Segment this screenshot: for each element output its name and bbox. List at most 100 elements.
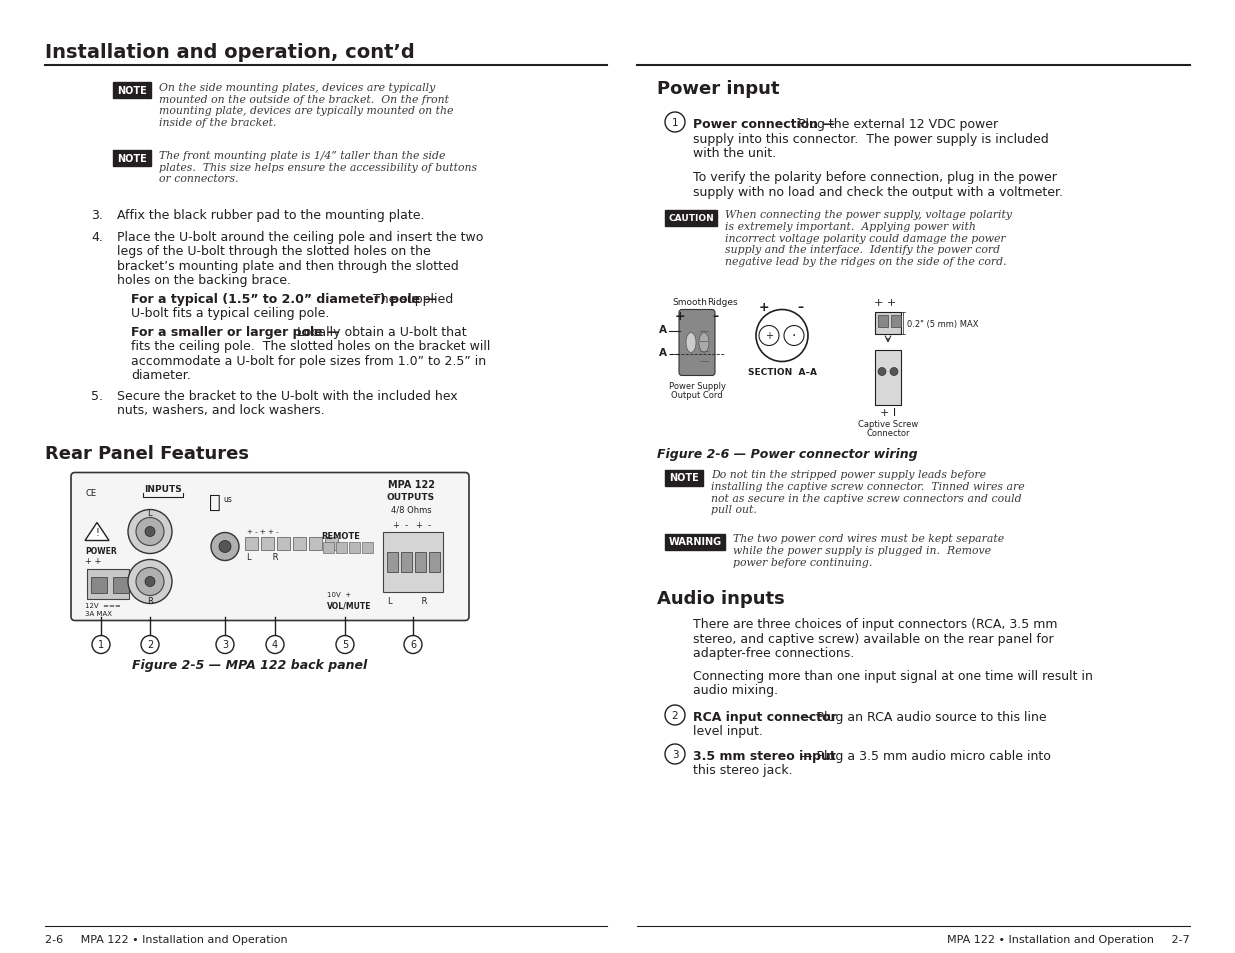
Text: 1: 1 — [98, 639, 104, 650]
Text: Do not tin the stripped power supply leads before
installing the captive screw c: Do not tin the stripped power supply lea… — [711, 470, 1025, 515]
Text: level input.: level input. — [693, 724, 763, 738]
Text: ·: · — [792, 329, 797, 343]
Circle shape — [404, 636, 422, 654]
Bar — [387, 552, 398, 572]
Text: Affix the black rubber pad to the mounting plate.: Affix the black rubber pad to the mounti… — [117, 209, 425, 222]
Bar — [245, 537, 258, 550]
Text: + I: + I — [879, 408, 897, 418]
Text: 3: 3 — [222, 639, 228, 650]
Circle shape — [144, 577, 156, 587]
Text: The front mounting plate is 1/4” taller than the side
plates.  This size helps e: The front mounting plate is 1/4” taller … — [159, 151, 477, 184]
Text: A: A — [659, 325, 667, 335]
Text: Power Supply: Power Supply — [668, 382, 725, 391]
Text: SECTION  A–A: SECTION A–A — [747, 368, 816, 377]
Text: MPA 122: MPA 122 — [388, 480, 435, 490]
Text: Locally obtain a U-bolt that: Locally obtain a U-bolt that — [293, 326, 467, 338]
Bar — [383, 532, 443, 592]
Text: R: R — [147, 597, 153, 606]
Text: –: – — [797, 301, 803, 314]
Bar — [277, 537, 290, 550]
Text: On the side mounting plates, devices are typically
mounted on the outside of the: On the side mounting plates, devices are… — [159, 83, 453, 128]
Text: 5.: 5. — [91, 390, 103, 402]
FancyBboxPatch shape — [70, 473, 469, 620]
Text: 3A MAX: 3A MAX — [85, 611, 112, 617]
Text: 4.: 4. — [91, 231, 103, 244]
Text: CAUTION: CAUTION — [668, 213, 714, 223]
Text: The two power cord wires must be kept separate
while the power supply is plugged: The two power cord wires must be kept se… — [734, 534, 1004, 567]
Text: Captive Screw: Captive Screw — [858, 420, 918, 429]
Text: Power input: Power input — [657, 80, 779, 98]
Text: The supplied: The supplied — [368, 293, 453, 306]
Text: 3.5 mm stereo input: 3.5 mm stereo input — [693, 749, 836, 762]
Polygon shape — [85, 523, 109, 541]
Text: Output Cord: Output Cord — [671, 391, 722, 400]
Text: 2: 2 — [147, 639, 153, 650]
Text: A: A — [659, 348, 667, 358]
Text: Installation and operation, cont’d: Installation and operation, cont’d — [44, 43, 415, 62]
Text: Place the U-bolt around the ceiling pole and insert the two: Place the U-bolt around the ceiling pole… — [117, 231, 483, 244]
Bar — [876, 350, 902, 405]
Circle shape — [664, 705, 685, 725]
Text: Connector: Connector — [866, 429, 910, 438]
Bar — [415, 552, 426, 572]
Text: nuts, washers, and lock washers.: nuts, washers, and lock washers. — [117, 404, 325, 417]
Text: accommodate a U-bolt for pole sizes from 1.0” to 2.5” in: accommodate a U-bolt for pole sizes from… — [131, 355, 487, 368]
Text: + +: + + — [85, 557, 101, 566]
Text: Secure the bracket to the U-bolt with the included hex: Secure the bracket to the U-bolt with th… — [117, 390, 458, 402]
Circle shape — [211, 533, 240, 561]
Text: POWER: POWER — [85, 547, 117, 556]
Text: Ⓛ: Ⓛ — [209, 492, 221, 511]
Bar — [876, 313, 902, 335]
Circle shape — [216, 636, 233, 654]
Circle shape — [266, 636, 284, 654]
Ellipse shape — [699, 334, 709, 354]
Text: 4/8 Ohms: 4/8 Ohms — [390, 505, 431, 514]
Text: us: us — [224, 495, 232, 504]
Text: L           R: L R — [388, 597, 427, 606]
Circle shape — [878, 368, 885, 376]
Text: 12V  ===: 12V === — [85, 603, 121, 609]
FancyBboxPatch shape — [679, 310, 715, 376]
Text: Plug the external 12 VDC power: Plug the external 12 VDC power — [794, 118, 998, 131]
Text: 4: 4 — [272, 639, 278, 650]
Bar — [261, 537, 274, 550]
Text: Audio inputs: Audio inputs — [657, 590, 784, 608]
Bar — [309, 537, 322, 550]
Bar — [112, 577, 128, 593]
Bar — [429, 552, 440, 572]
Circle shape — [664, 744, 685, 764]
Text: holes on the backing brace.: holes on the backing brace. — [117, 274, 291, 287]
Bar — [112, 151, 151, 167]
Text: legs of the U-bolt through the slotted holes on the: legs of the U-bolt through the slotted h… — [117, 245, 431, 258]
Bar — [664, 470, 703, 486]
Text: this stereo jack.: this stereo jack. — [693, 763, 793, 777]
Circle shape — [336, 636, 354, 654]
Text: WARNING: WARNING — [668, 537, 721, 547]
Text: 0.2" (5 mm) MAX: 0.2" (5 mm) MAX — [906, 319, 978, 329]
Text: stereo, and captive screw) available on the rear panel for: stereo, and captive screw) available on … — [693, 633, 1053, 645]
Text: 5: 5 — [342, 639, 348, 650]
Circle shape — [760, 326, 779, 346]
Bar — [664, 534, 725, 550]
Bar — [325, 537, 338, 550]
Text: +: + — [764, 331, 773, 341]
Text: VOL/MUTE: VOL/MUTE — [327, 601, 372, 610]
Text: L: L — [147, 509, 152, 518]
Text: For a smaller or larger pole —: For a smaller or larger pole — — [131, 326, 340, 338]
Bar — [112, 83, 151, 99]
Text: Smooth: Smooth — [672, 298, 706, 307]
Text: Power connection —: Power connection — — [693, 118, 835, 131]
Text: CE: CE — [85, 489, 96, 498]
Bar — [401, 552, 412, 572]
Circle shape — [128, 560, 172, 604]
Text: + +: + + — [874, 298, 897, 308]
Text: fits the ceiling pole.  The slotted holes on the bracket will: fits the ceiling pole. The slotted holes… — [131, 340, 490, 354]
Text: 3: 3 — [672, 749, 678, 760]
Text: !: ! — [95, 528, 99, 537]
Circle shape — [136, 568, 164, 596]
Text: MPA 122 • Installation and Operation     2-7: MPA 122 • Installation and Operation 2-7 — [947, 934, 1191, 944]
Circle shape — [756, 310, 808, 362]
Bar — [86, 569, 128, 598]
Text: Rear Panel Features: Rear Panel Features — [44, 445, 249, 463]
Circle shape — [128, 510, 172, 554]
